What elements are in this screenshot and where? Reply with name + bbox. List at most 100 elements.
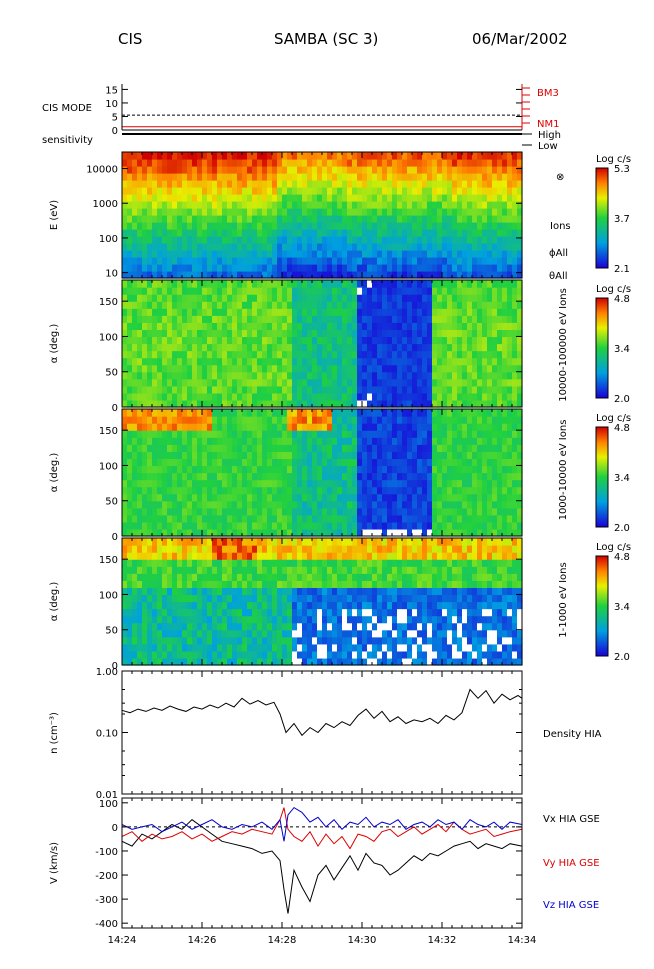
energy-cell bbox=[427, 187, 433, 195]
pa_high-cell bbox=[187, 287, 193, 295]
pa_mid-cell bbox=[242, 416, 248, 424]
pa_high-cell bbox=[482, 371, 488, 380]
pa_high-cell bbox=[387, 364, 393, 373]
pa_low-cell bbox=[292, 657, 298, 666]
pa_high-cell bbox=[302, 280, 308, 288]
pa_mid-cell bbox=[197, 479, 203, 488]
energy-cell bbox=[327, 236, 333, 244]
pa_low-cell bbox=[272, 657, 278, 666]
pa_mid-cell bbox=[347, 437, 353, 445]
pa_high-cell bbox=[397, 336, 403, 345]
pa_mid-cell bbox=[387, 416, 393, 424]
energy-cell bbox=[407, 257, 413, 265]
pa_mid-cell bbox=[292, 451, 298, 459]
pa_low-cell bbox=[247, 608, 253, 617]
energy-cell bbox=[422, 236, 428, 244]
pa_mid-cell bbox=[432, 521, 438, 530]
energy-cell bbox=[197, 208, 203, 216]
pa_high-cell bbox=[227, 336, 233, 345]
energy-cell bbox=[412, 194, 418, 202]
pa_low-cell bbox=[237, 643, 243, 652]
energy-cell bbox=[317, 264, 323, 272]
energy-cell bbox=[137, 159, 143, 167]
pa_low-cell bbox=[227, 615, 233, 624]
energy-cell bbox=[517, 257, 523, 265]
pa_low-cell bbox=[297, 650, 303, 659]
energy-cell bbox=[487, 208, 493, 216]
energy-cell bbox=[192, 229, 198, 237]
pa_high-cell bbox=[417, 336, 423, 345]
energy-cell bbox=[282, 187, 288, 195]
energy-cell bbox=[252, 173, 258, 181]
energy-cell bbox=[467, 257, 473, 265]
pa_mid-cell bbox=[272, 430, 278, 438]
energy-cell bbox=[332, 271, 338, 279]
pa_high-cell bbox=[492, 385, 498, 394]
pa_mid-cell bbox=[217, 528, 223, 537]
pa_high-cell bbox=[132, 308, 138, 316]
pa_high-cell bbox=[392, 371, 398, 380]
pa_mid-cell bbox=[237, 500, 243, 509]
pa_low-cell bbox=[262, 622, 268, 631]
energy-cell bbox=[312, 243, 318, 251]
pa_high-cell bbox=[437, 385, 443, 394]
pa_high-cell bbox=[212, 336, 218, 345]
pa_mid-cell bbox=[377, 451, 383, 459]
energy-cell bbox=[407, 187, 413, 195]
energy-cell bbox=[282, 159, 288, 167]
pa_high-cell bbox=[342, 371, 348, 380]
pa_mid-cell bbox=[332, 437, 338, 445]
pa_mid-cell bbox=[412, 416, 418, 424]
energy-cell bbox=[482, 215, 488, 223]
pa_high-cell bbox=[302, 315, 308, 323]
pa_mid-cell bbox=[292, 423, 298, 431]
energy-cell bbox=[307, 166, 313, 174]
energy-cell bbox=[187, 194, 193, 202]
pa_mid-cell bbox=[292, 507, 298, 516]
pa_high-cell bbox=[217, 357, 223, 366]
pa_high-cell bbox=[217, 343, 223, 352]
pa_mid-cell bbox=[367, 430, 373, 438]
pa_high-cell bbox=[142, 294, 148, 302]
pa_low-cell bbox=[217, 608, 223, 617]
pa_mid-cell bbox=[397, 430, 403, 438]
pa_mid-cell bbox=[437, 451, 443, 459]
pa_mid-cell bbox=[412, 486, 418, 495]
pa_low-cell bbox=[132, 643, 138, 652]
pa_mid-cell bbox=[457, 409, 463, 417]
energy-cell bbox=[137, 271, 143, 279]
energy-cell bbox=[262, 236, 268, 244]
pa_low-cell bbox=[222, 566, 228, 574]
pa_mid-cell bbox=[502, 514, 508, 523]
energy-cell bbox=[387, 152, 393, 160]
pa_mid-cell bbox=[487, 465, 493, 474]
energy-cell bbox=[402, 187, 408, 195]
energy-cell bbox=[147, 264, 153, 272]
pa_high-cell bbox=[137, 322, 143, 330]
pa_high-cell bbox=[127, 294, 133, 302]
pa_low-cell bbox=[292, 559, 298, 567]
pa_high-cell bbox=[192, 301, 198, 309]
energy-cell bbox=[262, 166, 268, 174]
pa_low-cell bbox=[182, 657, 188, 666]
energy-cell bbox=[312, 166, 318, 174]
pa_high-cell bbox=[162, 350, 168, 359]
energy-cell bbox=[477, 243, 483, 251]
pa_mid-cell bbox=[242, 521, 248, 530]
pa_high-cell bbox=[492, 357, 498, 366]
energy-cell bbox=[142, 236, 148, 244]
pa_mid-cell bbox=[492, 472, 498, 481]
energy-cell bbox=[247, 257, 253, 265]
energy-cell bbox=[222, 173, 228, 181]
pa_mid-cell bbox=[312, 416, 318, 424]
pa_mid-cell bbox=[312, 493, 318, 502]
pa_high-cell bbox=[377, 280, 383, 288]
energy-cell bbox=[492, 201, 498, 209]
pa_high-cell bbox=[142, 399, 148, 408]
pa_high-cell bbox=[357, 308, 363, 316]
energy-cell bbox=[317, 180, 323, 188]
energy-cell bbox=[437, 215, 443, 223]
pa_mid-cell bbox=[137, 472, 143, 481]
pa_low-cell bbox=[222, 629, 228, 638]
pa_low-cell bbox=[167, 622, 173, 631]
